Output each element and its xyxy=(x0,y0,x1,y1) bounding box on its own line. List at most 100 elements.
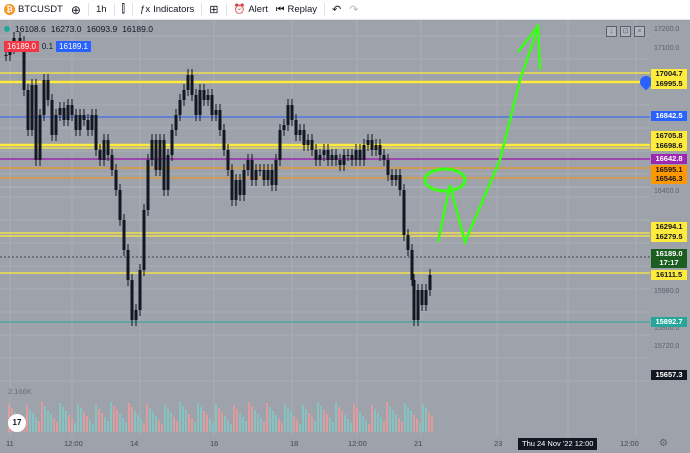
compare-button[interactable]: ⊕ xyxy=(67,0,85,19)
volume-bar xyxy=(95,405,97,432)
candle-body xyxy=(42,80,46,115)
volume-bar xyxy=(359,412,361,432)
candle-body xyxy=(402,190,406,235)
volume-bar xyxy=(131,407,133,432)
candle-body xyxy=(54,115,58,135)
candle-body xyxy=(102,140,106,160)
volume-bar xyxy=(173,417,175,432)
time-axis-tick: 11 xyxy=(6,439,14,448)
divider xyxy=(225,3,227,16)
volume-bar xyxy=(368,424,370,432)
time-axis-tick: 12:00 xyxy=(620,439,639,448)
volume-bar xyxy=(239,413,241,432)
chart-pane[interactable] xyxy=(0,20,650,437)
volume-bar xyxy=(209,419,211,432)
volume-bar xyxy=(335,403,337,432)
indicators-button[interactable]: ƒx Indicators xyxy=(136,0,198,19)
interval-button[interactable]: 1h xyxy=(92,0,111,19)
price-chart-canvas[interactable] xyxy=(0,20,650,437)
volume-bar xyxy=(425,408,427,432)
volume-bar xyxy=(74,423,76,432)
close-square-icon[interactable]: × xyxy=(634,26,645,37)
ohlc-high: 16273.0 xyxy=(50,24,82,34)
candle-body xyxy=(98,150,102,160)
alarm-clock-icon: ⏰ xyxy=(233,4,246,15)
volume-bar xyxy=(278,419,280,432)
ohlc-low: 16093.9 xyxy=(86,24,118,34)
price-level-label: 16546.3 xyxy=(651,174,687,184)
price-axis-tick: 15980.0 xyxy=(654,288,680,295)
redo-button[interactable]: ↷ xyxy=(345,0,362,19)
volume-bar xyxy=(386,402,388,432)
price-axis-tick: 16400.0 xyxy=(654,188,680,195)
buy-sell-row: 16189.0 0.1 16189.1 xyxy=(4,41,91,52)
fullscreen-square-icon[interactable]: ⊡ xyxy=(620,26,631,37)
volume-bar xyxy=(134,411,136,432)
layouts-button[interactable]: ⊞ xyxy=(205,0,222,19)
tradingview-logo[interactable]: 17 xyxy=(8,414,26,432)
divider xyxy=(113,3,115,16)
indicators-icon: ƒx xyxy=(140,4,151,15)
settings-square-icon[interactable]: ↓ xyxy=(606,26,617,37)
volume-bar xyxy=(344,415,346,432)
volume-bar xyxy=(128,403,130,432)
candle-body xyxy=(318,155,322,160)
candle-body xyxy=(350,155,354,160)
divider xyxy=(201,3,203,16)
volume-bar xyxy=(254,410,256,432)
volume-bar xyxy=(302,405,304,432)
volume-bar xyxy=(272,411,274,432)
candle-body xyxy=(94,115,98,150)
candle-body xyxy=(70,105,74,115)
volume-bar xyxy=(362,416,364,432)
symbol-label: BTCUSDT xyxy=(18,4,63,15)
candle-body xyxy=(158,140,162,170)
volume-bar xyxy=(182,406,184,432)
volume-bar xyxy=(299,424,301,432)
candle-body xyxy=(50,100,54,135)
candle-body xyxy=(294,120,298,135)
candle-body xyxy=(306,140,310,145)
chart-type-button[interactable]: ⫿ xyxy=(118,0,130,19)
volume-bar xyxy=(62,407,64,432)
volume-bar xyxy=(53,418,55,432)
volume-bar xyxy=(428,412,430,432)
settings-gear-icon[interactable]: ⚙ xyxy=(659,438,668,449)
price-level-label: 16111.5 xyxy=(651,270,687,280)
volume-bar xyxy=(206,415,208,432)
time-axis[interactable]: Thu 24 Nov '22 12:00 ⚙ 11 12:00 14 16 18 12:0… xyxy=(0,437,690,453)
time-axis-tick: 12:00 xyxy=(64,439,83,448)
candle-body xyxy=(234,180,238,200)
candle-body xyxy=(390,175,394,180)
status-dot-icon xyxy=(4,26,10,32)
volume-bar xyxy=(248,402,250,432)
sell-button[interactable]: 16189.0 xyxy=(4,41,39,52)
alert-button[interactable]: ⏰ Alert xyxy=(230,0,272,19)
volume-bar xyxy=(83,412,85,432)
price-level-label: 15657.3 xyxy=(651,370,687,380)
divider xyxy=(87,3,89,16)
volume-bar xyxy=(230,424,232,432)
candle-body xyxy=(4,55,8,56)
volume-bar xyxy=(380,417,382,432)
candle-body xyxy=(246,160,250,170)
replay-button[interactable]: ⏮ Replay xyxy=(272,0,321,19)
candle-body xyxy=(30,85,34,130)
buy-button[interactable]: 16189.1 xyxy=(56,41,91,52)
volume-bar xyxy=(389,406,391,432)
volume-bar xyxy=(185,410,187,432)
volume-bar xyxy=(86,416,88,432)
candle-body xyxy=(166,155,170,190)
volume-bar xyxy=(44,406,46,432)
volume-bar xyxy=(143,423,145,432)
symbol-selector[interactable]: ₿ BTCUSDT xyxy=(0,0,67,19)
candle-body xyxy=(190,75,194,95)
undo-button[interactable]: ↶ xyxy=(328,0,345,19)
price-level-label: 16642.8 xyxy=(651,154,687,164)
time-axis-tick: 14 xyxy=(130,439,139,448)
annotation-arrow-path xyxy=(436,27,540,246)
volume-bar xyxy=(371,405,373,432)
volume-bar xyxy=(116,410,118,432)
volume-bar xyxy=(323,410,325,432)
candle-body xyxy=(358,150,362,160)
